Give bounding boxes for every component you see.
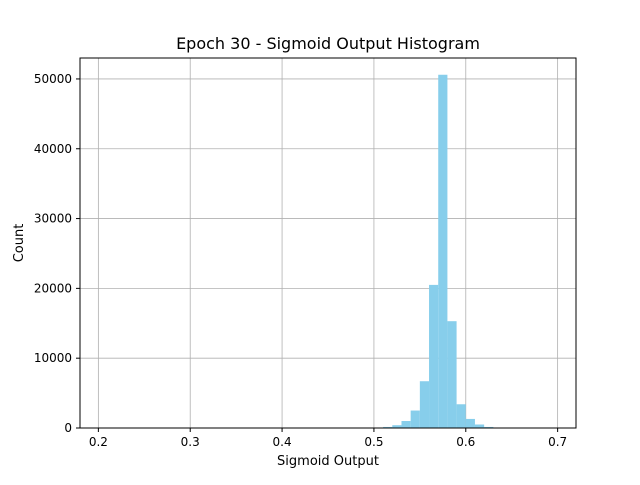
y-tick-label: 50000 xyxy=(34,72,72,86)
histogram-bar xyxy=(401,421,410,428)
x-tick-label: 0.6 xyxy=(456,435,475,449)
y-tick-label: 30000 xyxy=(34,212,72,226)
x-tick-label: 0.3 xyxy=(181,435,200,449)
x-axis-label: Sigmoid Output xyxy=(277,454,379,469)
y-tick-label: 0 xyxy=(64,421,72,435)
histogram-bar xyxy=(411,411,420,428)
y-axis-label: Count xyxy=(12,224,27,263)
histogram-bar xyxy=(475,425,484,428)
x-tick-label: 0.4 xyxy=(273,435,292,449)
x-tick-label: 0.5 xyxy=(364,435,383,449)
histogram-bar xyxy=(466,419,475,428)
chart-title: Epoch 30 - Sigmoid Output Histogram xyxy=(176,34,480,53)
x-tick-label: 0.2 xyxy=(89,435,108,449)
y-tick-label: 40000 xyxy=(34,142,72,156)
histogram-bar xyxy=(457,404,466,428)
histogram-bar xyxy=(447,321,456,428)
histogram-bar xyxy=(420,381,429,428)
y-tick-label: 10000 xyxy=(34,351,72,365)
histogram-bar xyxy=(429,285,438,428)
histogram-bar xyxy=(438,75,447,428)
x-tick-label: 0.7 xyxy=(548,435,567,449)
y-tick-label: 20000 xyxy=(34,281,72,295)
